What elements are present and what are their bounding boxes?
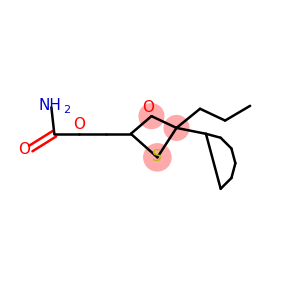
Text: S: S bbox=[152, 149, 162, 164]
Circle shape bbox=[139, 104, 164, 128]
Text: 2: 2 bbox=[63, 105, 70, 115]
Text: NH: NH bbox=[38, 98, 61, 113]
Text: O: O bbox=[142, 100, 154, 115]
Text: O: O bbox=[18, 142, 30, 158]
Circle shape bbox=[144, 144, 171, 171]
Circle shape bbox=[164, 116, 189, 140]
Text: O: O bbox=[73, 118, 85, 133]
